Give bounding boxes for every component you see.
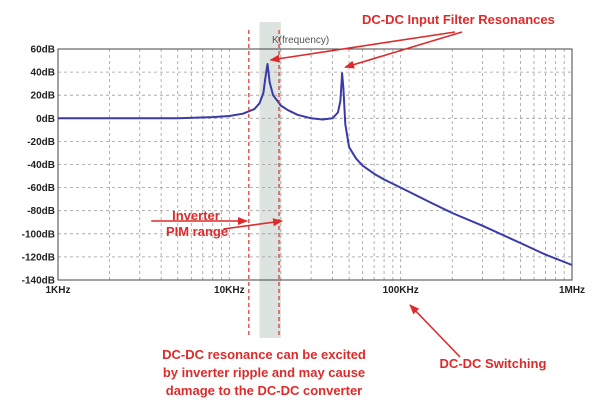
bottom-annotation-line1: DC-DC resonance can be excited: [162, 347, 366, 362]
x-axis-ticks: 1KHz 10KHz 100KHz 1MHz: [45, 285, 585, 296]
resonances-annotation: DC-DC Input Filter Resonances: [362, 12, 555, 27]
pim-range-band: [259, 22, 281, 338]
y-axis-ticks: 60dB 40dB 20dB 0dB -20dB -40dB -60dB -80dB -100d…: [22, 45, 55, 287]
y-tick-label: -140dB: [22, 276, 55, 287]
frequency-response-trace: [58, 63, 573, 266]
plot-frame: [57, 48, 573, 281]
bottom-annotation-line2: by inverter ripple and may cause: [163, 365, 365, 380]
switching-annotation: DC-DC Switching: [440, 356, 547, 371]
bottom-annotation-line3: damage to the DC-DC converter: [166, 383, 362, 398]
grid: [58, 49, 572, 280]
y-tick-label: -120dB: [22, 252, 55, 263]
y-tick-label: -80dB: [27, 206, 55, 217]
y-tick-label: -40dB: [27, 160, 55, 171]
switching-arrow: [409, 304, 461, 358]
y-tick-label: -20dB: [27, 137, 55, 148]
resonance-arrow-1: [269, 31, 456, 63]
x-tick-label: 10KHz: [214, 285, 245, 296]
y-tick-label: -60dB: [27, 183, 55, 194]
pim-range-markers: [248, 30, 280, 338]
trace-label: K(frequency): [272, 35, 329, 46]
pim-arrow-right: [223, 218, 284, 230]
x-tick-label: 1KHz: [45, 285, 70, 296]
y-tick-label: -100dB: [22, 229, 55, 240]
annotation-arrows: [151, 31, 463, 358]
y-tick-label: 60dB: [31, 45, 55, 56]
x-tick-label: 100KHz: [383, 285, 419, 296]
x-tick-label: 1MHz: [559, 285, 585, 296]
y-tick-label: 20dB: [31, 91, 55, 102]
pim-range-label-line1: Inverter: [172, 208, 220, 223]
y-tick-label: 0dB: [36, 114, 55, 125]
y-tick-label: 40dB: [31, 68, 55, 79]
pim-range-label-line2: PIM range: [166, 224, 228, 239]
resonance-arrow-2: [344, 31, 463, 69]
